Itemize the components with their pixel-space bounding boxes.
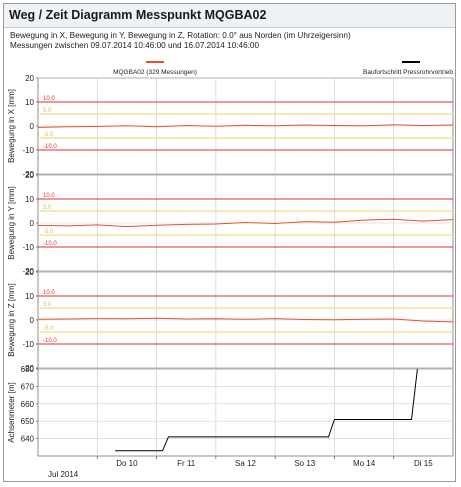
limit-label-panel-2: 5.0	[43, 205, 52, 211]
y-tick-label-panel-2: -20	[22, 267, 34, 276]
series-line-panel-2	[37, 218, 454, 228]
x-tick-label-15: Di 15	[414, 459, 433, 468]
chart-svg: MQGBA02 (329 Messungen) Baufortschritt Pr…	[7, 61, 454, 479]
panel-frame-4	[37, 368, 454, 457]
y-tick-label-panel-4: 650	[21, 417, 35, 426]
limit-label-panel-1: 5.0	[43, 108, 52, 114]
limit-label-panel-3: -5.0	[43, 326, 54, 332]
y-tick-label-panel-2: 10	[25, 195, 34, 204]
legend-label-series-2: Baufortschritt Pressrohrvortrieb	[363, 69, 453, 76]
limit-label-panel-1: -5.0	[43, 132, 54, 138]
limit-label-panel-1: -10.0	[43, 144, 57, 150]
y-tick-label-panel-4: 640	[21, 435, 35, 444]
x-tick-label-14: Mo 14	[353, 459, 376, 468]
limit-label-panel-3: 5.0	[43, 302, 52, 308]
y-tick-label-panel-4: 680	[21, 365, 35, 374]
limit-label-panel-3: -10.0	[43, 338, 57, 344]
limit-label-panel-3: 10.0	[43, 290, 55, 296]
x-tick-label-13: So 13	[294, 459, 315, 468]
y-tick-label-panel-2: 0	[30, 219, 35, 228]
y-tick-label-panel-3: 10	[25, 292, 34, 301]
y-tick-label-panel-1: 20	[25, 74, 34, 83]
limit-label-panel-1: 10.0	[43, 96, 55, 102]
y-tick-label-panel-3: -10	[22, 340, 34, 349]
y-tick-label-panel-2: 20	[25, 171, 34, 180]
series-line-panel-3	[37, 317, 454, 323]
limit-label-panel-2: -10.0	[43, 241, 57, 247]
title-bar: Weg / Zeit Diagramm Messpunkt MQGBA02	[4, 4, 455, 28]
y-axis-label-panel-1: Bewegung in X [mm]	[7, 89, 16, 163]
y-tick-label-panel-4: 660	[21, 400, 35, 409]
x-tick-label-10: Do 10	[116, 459, 138, 468]
subtitle-line-2: Messungen zwischen 09.07.2014 10:46:00 u…	[10, 41, 260, 50]
y-tick-label-panel-1: -10	[22, 146, 34, 155]
y-tick-label-panel-3: 0	[30, 316, 35, 325]
y-tick-label-panel-4: 670	[21, 382, 35, 391]
x-tick-label-12: Sa 12	[235, 459, 256, 468]
chart-title: Weg / Zeit Diagramm Messpunkt MQGBA02	[9, 8, 267, 22]
series-line-panel-4	[115, 368, 418, 452]
y-tick-label-panel-1: 0	[30, 122, 35, 131]
subtitle-line-1: Bewegung in X, Bewegung in Y, Bewegung i…	[10, 31, 351, 40]
y-tick-label-panel-1: -20	[22, 170, 34, 179]
x-tick-label-11: Fr 11	[177, 459, 196, 468]
y-tick-label-panel-2: -10	[22, 243, 34, 252]
limit-label-panel-2: 10.0	[43, 193, 55, 199]
x-axis-footer: Jul 2014	[48, 470, 79, 479]
y-axis-label-panel-4: Achsenmeter [m]	[7, 382, 16, 442]
y-tick-label-panel-1: 10	[25, 98, 34, 107]
y-tick-label-panel-3: -20	[22, 364, 34, 373]
series-line-panel-1	[37, 124, 454, 128]
y-tick-label-panel-3: 20	[25, 268, 34, 277]
chart-window: Weg / Zeit Diagramm Messpunkt MQGBA02 Be…	[3, 3, 456, 482]
limit-label-panel-2: -5.0	[43, 229, 54, 235]
y-axis-label-panel-3: Bewegung in Z [mm]	[7, 283, 16, 356]
legend-label-series-1: MQGBA02 (329 Messungen)	[113, 69, 197, 76]
y-axis-label-panel-2: Bewegung in Y [mm]	[7, 186, 16, 260]
